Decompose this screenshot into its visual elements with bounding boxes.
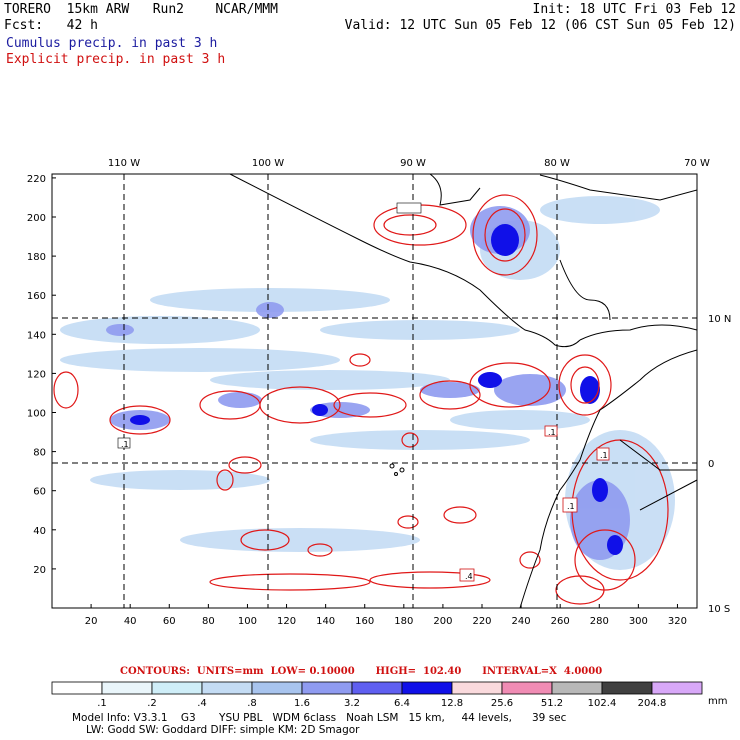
colorbar-swatch bbox=[651, 681, 703, 695]
bottom-tick-label: 180 bbox=[394, 616, 413, 627]
colorbar-swatch bbox=[201, 681, 253, 695]
bottom-tick-label: 140 bbox=[316, 616, 335, 627]
init-time: Init: 18 UTC Fri 03 Feb 12 bbox=[532, 2, 737, 17]
left-tick-label: 20 bbox=[33, 565, 46, 576]
left-tick-label: 60 bbox=[33, 487, 46, 498]
precip-field bbox=[52, 174, 697, 608]
contours-label: CONTOURS: bbox=[120, 666, 190, 677]
bottom-tick-label: 40 bbox=[124, 616, 137, 627]
left-tick-label: 180 bbox=[27, 252, 46, 263]
model-info-line1: Model Info: V3.3.1 G3 YSU PBL WDM 6class… bbox=[72, 712, 567, 724]
colorbar-label: 204.8 bbox=[638, 698, 667, 709]
bottom-tick-label: 60 bbox=[163, 616, 176, 627]
top-lon-label: 80 W bbox=[544, 158, 570, 169]
bottom-tick-label: 280 bbox=[590, 616, 609, 627]
colorbar: .1 .2 .4 .8 1.6 3.2 6.4 12.8 25.6 51.2 102.4 204.8 bbox=[51, 681, 703, 709]
contours-low: LOW= 0.10000 bbox=[270, 666, 355, 677]
contours-high: HIGH= 102.40 bbox=[375, 666, 462, 677]
colorbar-swatch bbox=[251, 681, 303, 695]
bottom-tick-label: 160 bbox=[355, 616, 374, 627]
bottom-tick-label: 200 bbox=[433, 616, 452, 627]
left-tick-label: 220 bbox=[27, 174, 46, 185]
bottom-tick-label: 220 bbox=[472, 616, 491, 627]
run-title: TORERO 15km ARW Run2 NCAR/MMM bbox=[4, 2, 278, 17]
colorbar-label: .8 bbox=[247, 698, 257, 709]
contour-label: .4 bbox=[465, 572, 473, 581]
colorbar-label: .2 bbox=[147, 698, 157, 709]
left-tick-label: 160 bbox=[27, 291, 46, 302]
contours-interval: INTERVAL=X 4.0000 bbox=[482, 666, 603, 677]
colorbar-swatch bbox=[451, 681, 503, 695]
colorbar-label: 6.4 bbox=[394, 698, 410, 709]
contour-label: .1 bbox=[121, 440, 129, 449]
colorbar-label: .4 bbox=[197, 698, 207, 709]
bottom-tick-label: 260 bbox=[551, 616, 570, 627]
right-lat-label: 10 N bbox=[708, 314, 731, 325]
legend-explicit: Explicit precip. in past 3 h bbox=[6, 52, 226, 67]
plot-frame bbox=[51, 173, 698, 609]
colorbar-label: 1.6 bbox=[294, 698, 310, 709]
top-lon-label: 110 W bbox=[108, 158, 140, 169]
colorbar-label: 25.6 bbox=[491, 698, 513, 709]
left-tick-label: 140 bbox=[27, 330, 46, 341]
axis-ticks: 20 40 60 80 100 120 140 160 180 200 220 20 40 60 80 100… bbox=[27, 158, 731, 627]
top-lon-label: 90 W bbox=[400, 158, 426, 169]
forecast-hour: Fcst: 42 h bbox=[4, 18, 98, 33]
colorbar-swatch bbox=[401, 681, 453, 695]
model-info-line2: LW: Godd SW: Goddard DIFF: simple KM: 2D… bbox=[86, 724, 360, 736]
colorbar-swatch bbox=[551, 681, 603, 695]
bottom-tick-label: 120 bbox=[277, 616, 296, 627]
colorbar-label: .1 bbox=[97, 698, 107, 709]
contour-label: .1 bbox=[600, 451, 608, 460]
legend-cumulus: Cumulus precip. in past 3 h bbox=[6, 36, 218, 51]
top-lon-label: 70 W bbox=[684, 158, 710, 169]
colorbar-swatch bbox=[151, 681, 203, 695]
colorbar-label: 102.4 bbox=[588, 698, 617, 709]
colorbar-swatch bbox=[101, 681, 153, 695]
colorbar-swatch bbox=[51, 681, 103, 695]
right-lat-label: 0 bbox=[708, 459, 714, 470]
colorbar-swatch bbox=[351, 681, 403, 695]
left-tick-label: 40 bbox=[33, 526, 46, 537]
contour-labels: .1 .1 .4 .1 .1 bbox=[121, 428, 608, 581]
left-tick-label: 200 bbox=[27, 213, 46, 224]
bottom-tick-label: 300 bbox=[629, 616, 648, 627]
valid-time: Valid: 12 UTC Sun 05 Feb 12 (06 CST Sun … bbox=[344, 18, 736, 33]
colorbar-swatch bbox=[501, 681, 553, 695]
bottom-tick-label: 80 bbox=[202, 616, 215, 627]
colorbar-label: 12.8 bbox=[441, 698, 463, 709]
left-tick-label: 100 bbox=[27, 409, 46, 420]
left-tick-label: 120 bbox=[27, 369, 46, 380]
bottom-tick-label: 100 bbox=[238, 616, 257, 627]
contour-label: .1 bbox=[567, 502, 575, 511]
contour-label: .1 bbox=[548, 428, 556, 437]
colorbar-label: 3.2 bbox=[344, 698, 360, 709]
bottom-tick-label: 20 bbox=[85, 616, 98, 627]
colorbar-unit: mm bbox=[708, 696, 728, 707]
contours-units: UNITS=mm bbox=[196, 666, 264, 677]
right-lat-label: 10 S bbox=[708, 604, 730, 615]
left-tick-label: 80 bbox=[33, 448, 46, 459]
model-info: Model Info: V3.3.1 G3 YSU PBL WDM 6class… bbox=[72, 712, 566, 736]
colorbar-label: 51.2 bbox=[541, 698, 563, 709]
contour-info: CONTOURS: UNITS=mm LOW= 0.10000 HIGH= 10… bbox=[120, 666, 602, 677]
colorbar-swatch bbox=[301, 681, 353, 695]
colorbar-swatch bbox=[601, 681, 653, 695]
top-lon-label: 100 W bbox=[252, 158, 284, 169]
bottom-tick-label: 320 bbox=[668, 616, 687, 627]
bottom-tick-label: 240 bbox=[512, 616, 531, 627]
